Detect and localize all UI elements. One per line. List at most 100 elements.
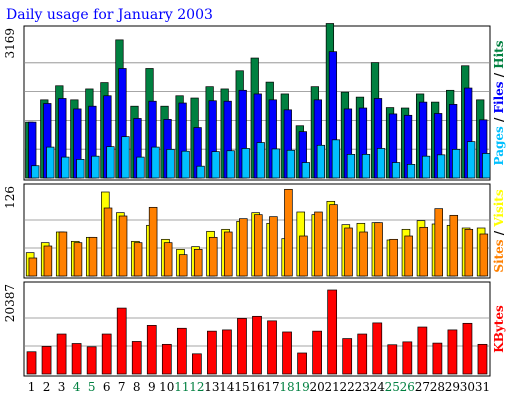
x-tick-day-30: 30 — [460, 380, 475, 394]
bar-pages-day-15 — [241, 148, 250, 179]
bar-sites-day-8 — [133, 242, 143, 277]
bar-pages-day-6 — [106, 146, 115, 179]
bar-pages-day-1 — [31, 165, 40, 179]
bar-pages-day-7 — [121, 136, 130, 179]
bar-sites-day-13 — [209, 236, 218, 277]
legend-entry: KBytes — [492, 305, 506, 353]
bar-sites-day-18 — [284, 188, 293, 277]
bar-kbytes-day-14 — [222, 329, 232, 375]
x-tick-day-9: 9 — [148, 380, 156, 394]
x-tick-day-2: 2 — [43, 380, 51, 394]
bar-pages-day-3 — [61, 156, 70, 179]
x-tick-day-1: 1 — [28, 380, 36, 394]
x-tick-day-13: 13 — [204, 380, 219, 394]
bar-kbytes-day-12 — [192, 353, 202, 375]
x-tick-day-29: 29 — [445, 380, 460, 394]
x-tick-day-26: 26 — [400, 380, 415, 394]
panel-top-ymax-label: 3169 — [3, 28, 17, 59]
bar-sites-day-5 — [88, 236, 98, 277]
x-tick-day-3: 3 — [58, 380, 66, 394]
bar-pages-day-26 — [406, 164, 416, 179]
x-tick-day-5: 5 — [88, 380, 96, 394]
x-tick-day-15: 15 — [234, 380, 249, 394]
x-tick-day-18: 18 — [279, 380, 294, 394]
x-tick-day-20: 20 — [309, 380, 324, 394]
bar-kbytes-day-18 — [282, 331, 292, 375]
x-tick-day-25: 25 — [385, 380, 400, 394]
bar-kbytes-day-21 — [327, 289, 338, 375]
bar-pages-day-17 — [271, 148, 280, 179]
bar-kbytes-day-20 — [312, 330, 322, 375]
panel-bottom: 20387 KBytes — [3, 281, 506, 377]
bar-kbytes-day-26 — [402, 341, 413, 375]
bar-sites-day-10 — [163, 242, 173, 277]
bar-kbytes-day-13 — [207, 330, 217, 375]
bar-pages-day-4 — [76, 159, 85, 179]
bar-kbytes-day-24 — [372, 322, 383, 375]
bar-kbytes-day-25 — [387, 344, 398, 375]
legend-entry: Pages — [492, 126, 506, 166]
x-tick-day-22: 22 — [340, 380, 355, 394]
bar-sites-day-14 — [224, 231, 233, 277]
bar-kbytes-day-17 — [267, 320, 277, 375]
bar-kbytes-day-28 — [432, 342, 443, 375]
bar-kbytes-day-30 — [462, 322, 473, 375]
bar-pages-day-8 — [136, 156, 145, 179]
bar-pages-day-20 — [316, 144, 326, 179]
bar-sites-day-29 — [449, 214, 459, 277]
bar-sites-day-23 — [359, 231, 368, 277]
bar-sites-day-21 — [329, 204, 338, 277]
bar-kbytes-day-2 — [41, 346, 52, 375]
bar-sites-day-26 — [404, 235, 413, 277]
bar-pages-day-2 — [46, 146, 55, 179]
panel-middle-legend: Sites / Visits — [492, 189, 506, 272]
x-tick-day-31: 31 — [475, 380, 490, 394]
bar-kbytes-day-15 — [237, 318, 247, 375]
bar-kbytes-day-23 — [357, 333, 368, 375]
legend-entry: / — [492, 117, 506, 126]
bar-kbytes-day-9 — [146, 325, 157, 375]
legend-entry: / — [492, 230, 506, 239]
panel-middle: 126 Sites / Visits — [3, 183, 506, 279]
bar-sites-day-19 — [299, 235, 308, 277]
x-tick-day-28: 28 — [430, 380, 445, 394]
bar-sites-day-27 — [419, 226, 428, 277]
bar-pages-day-14 — [226, 150, 235, 179]
bar-sites-day-24 — [374, 222, 383, 277]
bar-sites-day-28 — [434, 208, 443, 277]
bar-kbytes-day-1 — [26, 351, 37, 375]
bar-sites-day-31 — [479, 233, 489, 277]
bar-pages-day-25 — [391, 162, 401, 179]
bar-sites-day-17 — [269, 216, 278, 277]
bar-kbytes-day-22 — [342, 338, 353, 375]
x-tick-day-16: 16 — [249, 380, 264, 394]
legend-entry: Hits — [492, 40, 506, 73]
panel-bottom-legend: KBytes — [492, 305, 506, 353]
x-tick-day-23: 23 — [355, 380, 370, 394]
bar-kbytes-day-3 — [56, 333, 67, 375]
x-tick-day-17: 17 — [264, 380, 279, 394]
bar-pages-day-12 — [196, 165, 205, 179]
bar-kbytes-day-19 — [297, 352, 307, 375]
bar-pages-day-30 — [467, 141, 476, 179]
bar-pages-day-29 — [452, 149, 461, 179]
bar-sites-day-16 — [254, 214, 263, 277]
bar-sites-day-6 — [103, 207, 113, 277]
bar-pages-day-19 — [301, 162, 310, 179]
chart-title: Daily usage for January 2003 — [6, 7, 213, 23]
legend-entry: Sites — [492, 239, 506, 272]
bar-sites-day-15 — [239, 218, 248, 277]
x-tick-day-6: 6 — [103, 380, 111, 394]
bar-sites-day-4 — [73, 242, 83, 277]
legend-entry: Visits — [492, 189, 506, 231]
bar-pages-day-24 — [376, 148, 386, 179]
x-tick-day-12: 12 — [189, 380, 204, 394]
x-tick-day-14: 14 — [219, 380, 235, 394]
bar-kbytes-day-29 — [447, 329, 458, 375]
x-tick-day-4: 4 — [73, 380, 81, 394]
bar-kbytes-day-7 — [116, 307, 127, 375]
bar-kbytes-day-4 — [71, 343, 82, 375]
bar-sites-day-9 — [148, 206, 158, 277]
bar-kbytes-day-27 — [417, 326, 428, 375]
